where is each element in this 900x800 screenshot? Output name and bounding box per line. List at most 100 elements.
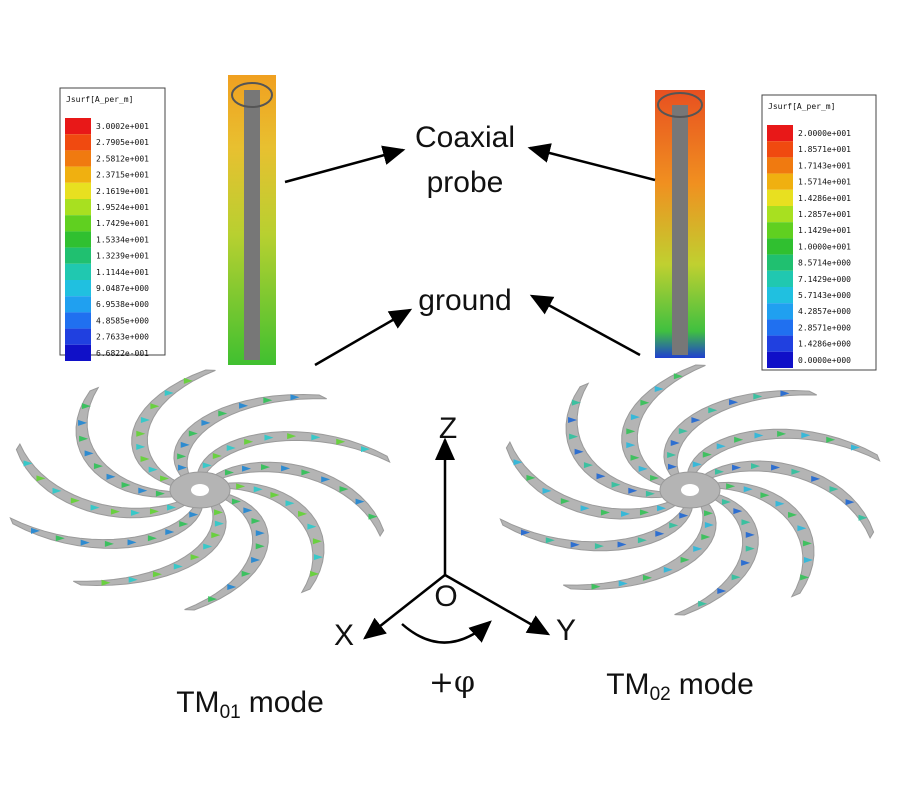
- current-arrow: [312, 538, 322, 545]
- legend-label: 6.9538e+000: [96, 300, 149, 309]
- current-arrow: [678, 428, 688, 435]
- current-arrow: [140, 456, 150, 463]
- current-arrow: [270, 491, 280, 498]
- current-arrow: [104, 540, 114, 547]
- current-arrow: [571, 399, 581, 406]
- legend-swatch: [767, 351, 793, 368]
- current-arrow: [79, 435, 89, 442]
- current-arrow: [231, 498, 241, 505]
- blade: [621, 364, 706, 488]
- legend-swatch: [767, 238, 793, 255]
- current-arrow: [754, 432, 764, 439]
- current-arrow: [128, 576, 138, 583]
- current-arrow: [667, 463, 677, 470]
- current-arrow: [850, 444, 860, 451]
- current-arrow: [596, 473, 606, 480]
- current-arrow: [260, 464, 270, 471]
- legend-swatch: [767, 141, 793, 158]
- current-arrow: [148, 466, 158, 473]
- current-arrow: [285, 500, 295, 507]
- current-arrow: [829, 486, 839, 493]
- legend-swatch: [767, 206, 793, 223]
- disk-hole: [191, 484, 209, 496]
- legend-swatch: [767, 270, 793, 287]
- blade: [173, 393, 327, 481]
- current-arrow: [214, 520, 224, 527]
- blade: [710, 481, 815, 598]
- legend-label: 3.0002e+001: [96, 122, 149, 131]
- current-arrow: [211, 532, 221, 539]
- legend-label: 1.1144e+001: [96, 268, 149, 277]
- current-arrow: [580, 505, 590, 512]
- current-arrow: [243, 507, 253, 514]
- current-arrow: [147, 535, 157, 542]
- current-arrow: [788, 511, 798, 518]
- current-arrow: [639, 509, 649, 516]
- mode-suffix: mode: [679, 668, 754, 701]
- current-arrow: [244, 438, 254, 445]
- current-arrow: [701, 533, 711, 540]
- current-arrow: [630, 454, 640, 461]
- current-arrow: [236, 483, 246, 490]
- current-arrow: [189, 511, 199, 518]
- current-arrow: [630, 414, 640, 421]
- current-arrow: [149, 508, 159, 515]
- current-arrow: [708, 407, 718, 414]
- current-arrow: [179, 520, 189, 527]
- blade: [505, 441, 680, 520]
- current-arrow: [791, 468, 801, 475]
- legend-swatch: [767, 303, 793, 320]
- arrow: [314, 308, 413, 367]
- current-arrow: [255, 530, 265, 537]
- current-arrow: [745, 531, 755, 538]
- legend-swatch: [65, 199, 91, 216]
- current-arrow: [36, 475, 46, 482]
- current-arrow: [716, 443, 726, 450]
- current-arrow: [513, 459, 523, 466]
- current-arrow: [638, 465, 648, 472]
- current-arrow: [743, 486, 753, 493]
- current-arrow: [106, 473, 116, 480]
- current-arrow: [150, 403, 160, 410]
- current-arrow: [339, 486, 349, 493]
- axis-x-label: X: [334, 619, 354, 652]
- current-arrow: [594, 543, 604, 550]
- current-arrow: [657, 505, 667, 512]
- current-arrow: [574, 448, 584, 455]
- legend-swatch: [65, 263, 91, 280]
- current-arrow: [645, 490, 655, 497]
- current-arrow: [803, 556, 813, 563]
- current-arrow: [680, 556, 690, 563]
- probe-core: [244, 90, 260, 360]
- current-arrow: [152, 571, 162, 578]
- legend-label: 9.0487e+000: [96, 284, 149, 293]
- current-arrow: [545, 537, 555, 544]
- y-axis: [444, 573, 551, 636]
- current-arrow: [732, 464, 742, 471]
- axis-origin-label: O: [434, 580, 457, 613]
- legend-swatch: [65, 312, 91, 329]
- legend-swatch: [65, 215, 91, 232]
- current-arrow: [826, 436, 836, 443]
- current-arrow: [202, 462, 212, 469]
- legend-swatch: [65, 231, 91, 248]
- legend-swatch: [767, 222, 793, 239]
- legend: Jsurf[A_per_m] 3.0002e+001 2.7905e+001 2.5…: [59, 87, 166, 361]
- arrow: [284, 145, 406, 184]
- current-arrow: [600, 509, 610, 516]
- current-arrow: [721, 499, 731, 506]
- current-arrow: [173, 563, 183, 570]
- arrow: [527, 143, 656, 182]
- current-arrow: [775, 500, 785, 507]
- legend-label: 6.6822e-001: [96, 349, 149, 358]
- current-arrow: [679, 512, 689, 519]
- current-arrow: [618, 580, 628, 587]
- current-arrow: [23, 460, 33, 467]
- current-arrow: [617, 541, 627, 548]
- current-arrow: [583, 462, 593, 469]
- legend-swatch: [767, 335, 793, 352]
- mode-subscript: 02: [650, 684, 671, 705]
- current-arrow: [224, 469, 234, 476]
- current-arrow: [31, 527, 41, 534]
- legend-label: 2.5812e+001: [96, 154, 149, 163]
